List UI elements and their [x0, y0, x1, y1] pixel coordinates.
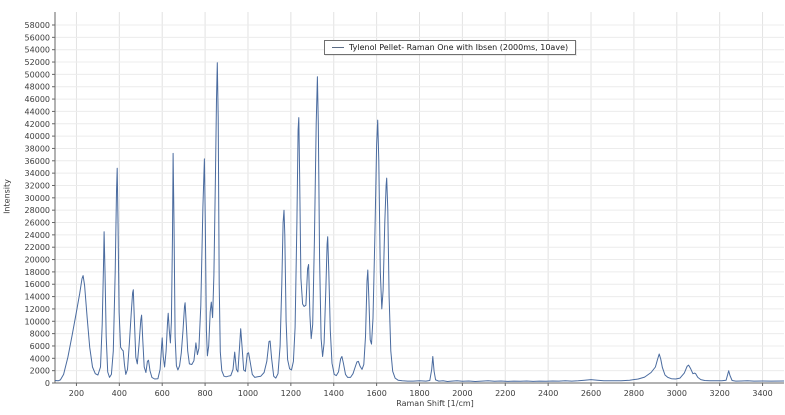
svg-text:1400: 1400 — [324, 389, 344, 398]
svg-text:14000: 14000 — [25, 293, 50, 302]
svg-text:40000: 40000 — [25, 132, 50, 141]
svg-text:58000: 58000 — [25, 21, 50, 30]
svg-text:2200: 2200 — [495, 389, 515, 398]
svg-text:4000: 4000 — [30, 354, 50, 363]
svg-text:200: 200 — [69, 389, 84, 398]
svg-text:2000: 2000 — [452, 389, 472, 398]
svg-text:18000: 18000 — [25, 268, 50, 277]
tick-labels: 200 400 600 800 1000 1200 1400 1600 1800 2000 2200… — [25, 21, 773, 398]
svg-text:2800: 2800 — [624, 389, 644, 398]
axes — [52, 12, 784, 386]
svg-text:2600: 2600 — [581, 389, 601, 398]
svg-text:46000: 46000 — [25, 95, 50, 104]
svg-text:8000: 8000 — [30, 330, 50, 339]
legend: Tylenol Pellet- Raman One with Ibsen (20… — [324, 40, 577, 55]
x-axis-title: Raman Shift [1/cm] — [396, 399, 474, 408]
svg-text:44000: 44000 — [25, 107, 50, 116]
spectrum-line — [54, 62, 785, 382]
svg-text:2400: 2400 — [538, 389, 558, 398]
svg-text:50000: 50000 — [25, 70, 50, 79]
svg-text:0: 0 — [45, 379, 50, 388]
y-axis-title: Intensity — [2, 179, 12, 214]
svg-text:3200: 3200 — [709, 389, 729, 398]
svg-text:56000: 56000 — [25, 33, 50, 42]
svg-text:800: 800 — [197, 389, 212, 398]
svg-text:24000: 24000 — [25, 231, 50, 240]
svg-text:36000: 36000 — [25, 157, 50, 166]
svg-text:1000: 1000 — [238, 389, 258, 398]
svg-text:34000: 34000 — [25, 169, 50, 178]
svg-text:6000: 6000 — [30, 342, 50, 351]
svg-text:22000: 22000 — [25, 243, 50, 252]
svg-text:42000: 42000 — [25, 120, 50, 129]
svg-text:52000: 52000 — [25, 58, 50, 67]
svg-text:12000: 12000 — [25, 305, 50, 314]
svg-text:54000: 54000 — [25, 46, 50, 55]
svg-text:1200: 1200 — [281, 389, 301, 398]
svg-text:3400: 3400 — [752, 389, 772, 398]
svg-text:2000: 2000 — [30, 367, 50, 376]
legend-line-icon — [332, 47, 344, 48]
svg-text:1800: 1800 — [409, 389, 429, 398]
svg-text:10000: 10000 — [25, 317, 50, 326]
svg-text:38000: 38000 — [25, 144, 50, 153]
legend-series-label: Tylenol Pellet- Raman One with Ibsen (20… — [349, 43, 569, 52]
svg-text:32000: 32000 — [25, 181, 50, 190]
svg-text:3000: 3000 — [667, 389, 687, 398]
svg-text:28000: 28000 — [25, 206, 50, 215]
svg-text:30000: 30000 — [25, 194, 50, 203]
svg-text:26000: 26000 — [25, 219, 50, 228]
svg-text:1600: 1600 — [366, 389, 386, 398]
gridlines — [55, 12, 784, 383]
svg-text:48000: 48000 — [25, 83, 50, 92]
svg-text:400: 400 — [112, 389, 127, 398]
svg-text:600: 600 — [155, 389, 170, 398]
svg-text:16000: 16000 — [25, 280, 50, 289]
svg-text:20000: 20000 — [25, 256, 50, 265]
